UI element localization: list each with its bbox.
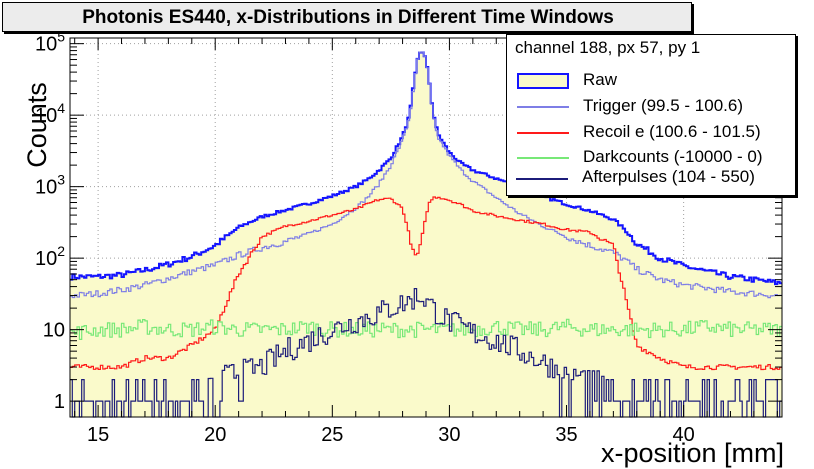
legend-item-afterpulses — [507, 189, 797, 195]
series-afterpulses-line — [70, 288, 782, 418]
legend-swatch-recoil — [517, 132, 569, 134]
legend: channel 188, px 57, py 1 Raw Trigger (99… — [506, 34, 796, 196]
x-tick-label: 40 — [673, 424, 695, 446]
legend-item-raw: Raw — [507, 69, 797, 93]
series-group — [70, 51, 782, 418]
legend-label: Trigger (99.5 - 100.6) — [583, 96, 743, 115]
legend-header: channel 188, px 57, py 1 — [515, 38, 701, 57]
y-tick-label: 1 — [54, 391, 65, 413]
series-recoil-line — [70, 196, 782, 371]
x-tick-label: 25 — [321, 424, 343, 446]
series-trigger-line — [70, 51, 782, 299]
legend-swatch-raw — [517, 73, 569, 89]
y-tick-label: 104 — [35, 100, 65, 127]
legend-label: Recoil e (100.6 - 101.5) — [583, 122, 761, 141]
x-axis-label: x-position [mm] — [601, 438, 784, 468]
chart-title: Photonis ES440, x-Distributions in Diffe… — [82, 7, 614, 28]
y-tick-label: 103 — [35, 172, 65, 199]
legend-item-darkcounts: Darkcounts (-10000 - 0) — [507, 146, 797, 170]
legend-label: Darkcounts (-10000 - 0) — [583, 147, 763, 166]
legend-swatch-darkcounts — [517, 157, 569, 159]
y-axis-label: Counts — [22, 82, 52, 168]
y-tick-label: 105 — [35, 29, 65, 56]
legend-swatch-trigger — [517, 106, 569, 108]
x-tick-label: 30 — [438, 424, 460, 446]
legend-item-trigger: Trigger (99.5 - 100.6) — [507, 95, 797, 119]
x-tick-label: 20 — [204, 424, 226, 446]
chart-title-box: Photonis ES440, x-Distributions in Diffe… — [2, 2, 692, 32]
y-tick-label: 10 — [43, 320, 65, 342]
x-tick-label: 35 — [555, 424, 577, 446]
legend-item-recoil: Recoil e (100.6 - 101.5) — [507, 121, 797, 145]
series-darkcounts-line — [70, 318, 782, 340]
x-tick-label: 15 — [87, 424, 109, 446]
y-tick-label: 102 — [35, 243, 65, 270]
legend-label: Raw — [583, 70, 618, 89]
